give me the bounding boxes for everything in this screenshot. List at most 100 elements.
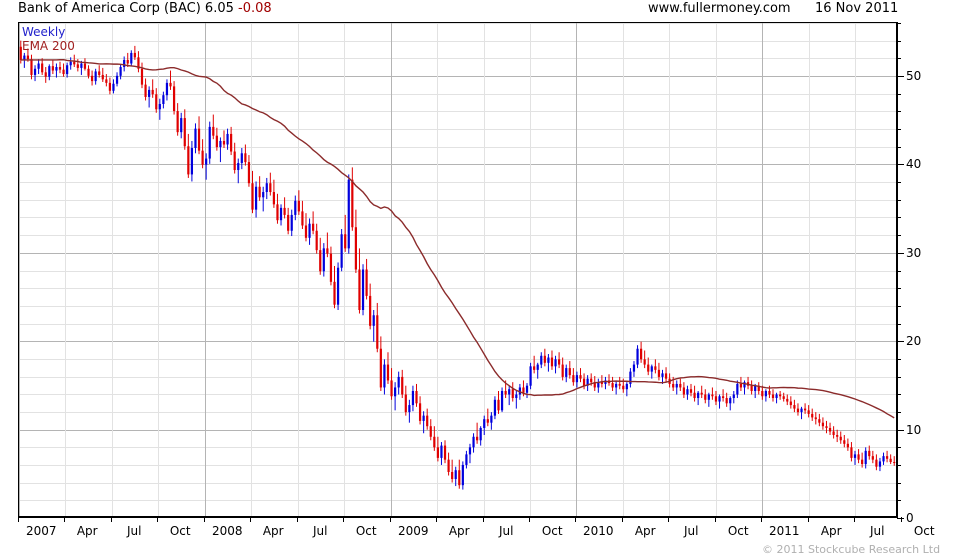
gridline-minor-h bbox=[19, 182, 896, 183]
gridline-major-h bbox=[19, 430, 896, 431]
x-tick bbox=[18, 517, 19, 522]
candle-body-down bbox=[376, 315, 379, 349]
candle-body-up bbox=[336, 267, 340, 305]
y-axis-line bbox=[897, 22, 898, 518]
candle-body-down bbox=[447, 459, 450, 472]
candle-body-up bbox=[729, 398, 732, 404]
candle-body-down bbox=[329, 253, 333, 282]
y-tick-minor bbox=[897, 377, 901, 378]
instrument-name: Bank of America Corp (BAC) bbox=[18, 1, 201, 16]
candle-body-down bbox=[782, 396, 785, 399]
candle-body-down bbox=[51, 66, 54, 71]
candle-body-down bbox=[486, 419, 489, 423]
candle-body-down bbox=[889, 458, 892, 463]
gridline-major-h bbox=[19, 164, 896, 165]
candle-body-up bbox=[115, 75, 119, 84]
candle-body-up bbox=[465, 454, 468, 465]
x-tick bbox=[204, 517, 205, 522]
candle-body-down bbox=[41, 63, 44, 73]
candle-body-down bbox=[90, 75, 94, 82]
candle-body-up bbox=[697, 392, 700, 399]
candle-body-down bbox=[839, 436, 842, 441]
candle-body-down bbox=[108, 82, 112, 91]
candle-body-down bbox=[429, 426, 432, 437]
y-tick-minor bbox=[897, 324, 901, 325]
gridline-minor-v bbox=[623, 23, 624, 516]
candle-body-up bbox=[479, 427, 482, 441]
candle-body-down bbox=[582, 378, 586, 386]
candle-body-down bbox=[326, 248, 329, 254]
candle-body-down bbox=[704, 394, 707, 400]
candle-body-up bbox=[158, 103, 161, 110]
x-axis-label: Jul bbox=[126, 524, 142, 538]
candle-body-down bbox=[251, 183, 254, 210]
candle-body-down bbox=[522, 387, 525, 393]
gridline-minor-h bbox=[19, 288, 896, 289]
candle-body-up bbox=[632, 364, 636, 372]
candle-body-up bbox=[515, 394, 518, 399]
candle-body-down bbox=[543, 355, 546, 363]
candle-body-down bbox=[183, 118, 186, 147]
gridline-major-h bbox=[19, 76, 896, 77]
candle-body-up bbox=[736, 383, 739, 395]
candle-body-down bbox=[836, 435, 839, 437]
candle-body-down bbox=[761, 390, 764, 397]
legend-overlay-ema: EMA 200 bbox=[22, 39, 75, 53]
candle-body-down bbox=[861, 459, 864, 465]
candle-body-down bbox=[87, 68, 90, 76]
candle-body-down bbox=[155, 94, 158, 110]
candle-body-up bbox=[408, 405, 411, 413]
x-tick bbox=[668, 517, 669, 522]
y-tick-major bbox=[897, 341, 904, 342]
candle-body-down bbox=[443, 445, 447, 460]
x-axis-label: Oct bbox=[913, 524, 935, 538]
gridline-minor-h bbox=[19, 111, 896, 112]
gridline-minor-h bbox=[19, 271, 896, 272]
gridline-minor-v bbox=[344, 23, 345, 516]
y-tick-minor bbox=[897, 288, 901, 289]
x-axis-label: 2010 bbox=[582, 524, 614, 538]
candle-body-down bbox=[247, 162, 251, 184]
gridline-minor-h bbox=[19, 359, 896, 360]
candle-body-down bbox=[572, 375, 575, 383]
website-label: www.fullermoney.com bbox=[648, 1, 791, 16]
candle-body-down bbox=[83, 63, 87, 69]
candle-body-down bbox=[579, 375, 582, 379]
candle-body-up bbox=[853, 454, 857, 458]
candle-body-down bbox=[333, 281, 336, 305]
candle-body-up bbox=[194, 128, 197, 149]
candle-body-down bbox=[369, 295, 372, 326]
candle-body-up bbox=[878, 461, 882, 467]
candle-body-down bbox=[401, 376, 404, 395]
candle-body-down bbox=[768, 390, 771, 395]
candle-body-down bbox=[126, 59, 129, 64]
candle-body-up bbox=[130, 52, 133, 64]
candle-body-down bbox=[354, 227, 358, 270]
x-axis-label: Oct bbox=[355, 524, 377, 538]
candle-body-up bbox=[500, 390, 504, 411]
x-tick bbox=[575, 517, 576, 522]
candle-body-up bbox=[119, 67, 122, 76]
candle-body-up bbox=[586, 378, 589, 386]
gridline-major-v bbox=[576, 23, 577, 516]
x-tick bbox=[808, 517, 809, 522]
gridline-minor-h bbox=[19, 306, 896, 307]
candle-body-down bbox=[504, 390, 507, 395]
chart-legend: Weekly EMA 200 bbox=[22, 25, 75, 53]
copyright-notice: © 2011 Stockcube Research Ltd bbox=[762, 543, 941, 556]
candle-body-up bbox=[237, 162, 240, 171]
candle-body-down bbox=[511, 389, 514, 399]
y-axis-label: 50 bbox=[906, 69, 922, 83]
y-tick-minor bbox=[897, 217, 901, 218]
candle-body-down bbox=[600, 382, 603, 384]
candle-body-up bbox=[262, 192, 265, 198]
candle-body-down bbox=[58, 67, 62, 70]
candle-body-up bbox=[308, 223, 311, 238]
candle-body-down bbox=[379, 348, 382, 388]
candle-body-down bbox=[789, 401, 792, 406]
candle-body-down bbox=[212, 126, 215, 136]
candle-body-up bbox=[205, 158, 208, 165]
candle-body-up bbox=[882, 456, 885, 462]
x-axis: 2007 Apr Jul Oct 2008 Apr Jul Oct 2009 Apr Jul Oct 2… bbox=[18, 517, 935, 560]
gridline-major-v bbox=[19, 23, 20, 516]
